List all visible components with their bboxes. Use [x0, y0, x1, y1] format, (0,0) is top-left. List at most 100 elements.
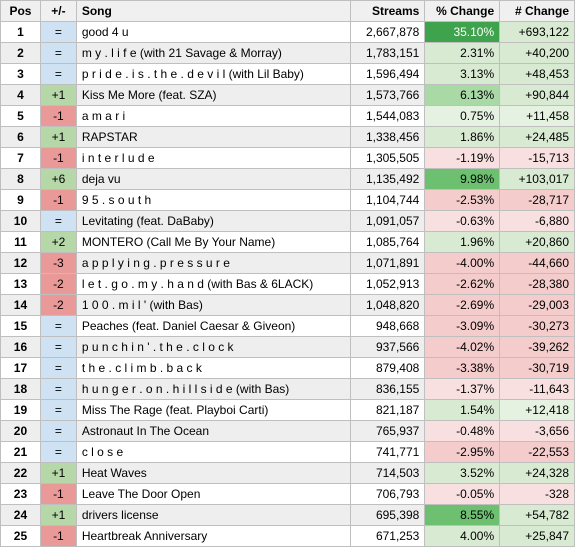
cell-num-change: -39,262 — [500, 337, 575, 358]
cell-position-change: = — [40, 421, 76, 442]
cell-song: h u n g e r . o n . h i l l s i d e (wit… — [76, 379, 350, 400]
cell-song: good 4 u — [76, 22, 350, 43]
cell-num-change: -28,717 — [500, 190, 575, 211]
table-header: Pos +/- Song Streams % Change # Change — [1, 1, 575, 22]
cell-song: Levitating (feat. DaBaby) — [76, 211, 350, 232]
cell-pos: 15 — [1, 316, 41, 337]
cell-streams: 765,937 — [350, 421, 425, 442]
cell-song: p r i d e . i s . t h e . d e v i l (wit… — [76, 64, 350, 85]
cell-position-change: +6 — [40, 169, 76, 190]
cell-num-change: -6,880 — [500, 211, 575, 232]
cell-song: RAPSTAR — [76, 127, 350, 148]
cell-streams: 2,667,878 — [350, 22, 425, 43]
col-header-pm: +/- — [40, 1, 76, 22]
cell-pct-change: 1.86% — [425, 127, 500, 148]
cell-pos: 7 — [1, 148, 41, 169]
cell-num-change: +40,200 — [500, 43, 575, 64]
cell-num-change: -15,713 — [500, 148, 575, 169]
cell-num-change: +103,017 — [500, 169, 575, 190]
cell-pct-change: -2.95% — [425, 442, 500, 463]
cell-pct-change: -2.69% — [425, 295, 500, 316]
cell-song: l e t . g o . m y . h a n d (with Bas & … — [76, 274, 350, 295]
cell-num-change: -22,553 — [500, 442, 575, 463]
cell-position-change: +1 — [40, 127, 76, 148]
cell-pos: 2 — [1, 43, 41, 64]
cell-pos: 6 — [1, 127, 41, 148]
cell-num-change: -30,719 — [500, 358, 575, 379]
cell-position-change: +1 — [40, 463, 76, 484]
cell-position-change: +1 — [40, 85, 76, 106]
cell-pct-change: 6.13% — [425, 85, 500, 106]
table-row: 17=t h e . c l i m b . b a c k879,408-3.… — [1, 358, 575, 379]
cell-num-change: +20,860 — [500, 232, 575, 253]
cell-pos: 10 — [1, 211, 41, 232]
cell-num-change: -44,660 — [500, 253, 575, 274]
cell-streams: 821,187 — [350, 400, 425, 421]
cell-position-change: +1 — [40, 505, 76, 526]
table-row: 16=p u n c h i n ' . t h e . c l o c k93… — [1, 337, 575, 358]
cell-num-change: -29,003 — [500, 295, 575, 316]
cell-pos: 1 — [1, 22, 41, 43]
cell-pos: 20 — [1, 421, 41, 442]
cell-num-change: +693,122 — [500, 22, 575, 43]
cell-num-change: +24,328 — [500, 463, 575, 484]
cell-position-change: = — [40, 316, 76, 337]
cell-pct-change: -0.48% — [425, 421, 500, 442]
cell-num-change: +48,453 — [500, 64, 575, 85]
table-row: 13-2l e t . g o . m y . h a n d (with Ba… — [1, 274, 575, 295]
col-header-streams: Streams — [350, 1, 425, 22]
table-row: 9-19 5 . s o u t h1,104,744-2.53%-28,717 — [1, 190, 575, 211]
cell-pos: 21 — [1, 442, 41, 463]
cell-pct-change: -3.09% — [425, 316, 500, 337]
col-header-num: # Change — [500, 1, 575, 22]
cell-position-change: = — [40, 211, 76, 232]
cell-song: t h e . c l i m b . b a c k — [76, 358, 350, 379]
cell-pos: 5 — [1, 106, 41, 127]
cell-streams: 706,793 — [350, 484, 425, 505]
cell-song: 1 0 0 . m i l ' (with Bas) — [76, 295, 350, 316]
cell-position-change: -3 — [40, 253, 76, 274]
cell-song: Astronaut In The Ocean — [76, 421, 350, 442]
table-row: 14-21 0 0 . m i l ' (with Bas)1,048,820-… — [1, 295, 575, 316]
cell-song: a p p l y i n g . p r e s s u r e — [76, 253, 350, 274]
cell-song: Heat Waves — [76, 463, 350, 484]
cell-num-change: +90,844 — [500, 85, 575, 106]
cell-pct-change: 2.31% — [425, 43, 500, 64]
cell-streams: 1,338,456 — [350, 127, 425, 148]
table-row: 15=Peaches (feat. Daniel Caesar & Giveon… — [1, 316, 575, 337]
cell-num-change: +54,782 — [500, 505, 575, 526]
cell-streams: 1,596,494 — [350, 64, 425, 85]
cell-pos: 14 — [1, 295, 41, 316]
cell-num-change: -3,656 — [500, 421, 575, 442]
cell-song: drivers license — [76, 505, 350, 526]
cell-pct-change: 1.54% — [425, 400, 500, 421]
cell-pos: 22 — [1, 463, 41, 484]
cell-pos: 16 — [1, 337, 41, 358]
cell-streams: 1,544,083 — [350, 106, 425, 127]
table-row: 12-3a p p l y i n g . p r e s s u r e1,0… — [1, 253, 575, 274]
cell-position-change: = — [40, 64, 76, 85]
cell-pct-change: -1.19% — [425, 148, 500, 169]
cell-streams: 1,305,505 — [350, 148, 425, 169]
cell-position-change: = — [40, 442, 76, 463]
table-row: 21=c l o s e741,771-2.95%-22,553 — [1, 442, 575, 463]
cell-streams: 1,048,820 — [350, 295, 425, 316]
cell-num-change: +12,418 — [500, 400, 575, 421]
cell-pct-change: -0.05% — [425, 484, 500, 505]
cell-streams: 1,104,744 — [350, 190, 425, 211]
cell-streams: 948,668 — [350, 316, 425, 337]
col-header-pos: Pos — [1, 1, 41, 22]
table-row: 4+1Kiss Me More (feat. SZA)1,573,7666.13… — [1, 85, 575, 106]
col-header-song: Song — [76, 1, 350, 22]
cell-song: Leave The Door Open — [76, 484, 350, 505]
cell-pos: 4 — [1, 85, 41, 106]
table-row: 19=Miss The Rage (feat. Playboi Carti)82… — [1, 400, 575, 421]
table-row: 6+1RAPSTAR1,338,4561.86%+24,485 — [1, 127, 575, 148]
table-body: 1=good 4 u2,667,87835.10%+693,1222=m y .… — [1, 22, 575, 547]
table-row: 5-1a m a r i1,544,0830.75%+11,458 — [1, 106, 575, 127]
cell-pct-change: -2.62% — [425, 274, 500, 295]
cell-streams: 741,771 — [350, 442, 425, 463]
table-row: 11+2MONTERO (Call Me By Your Name)1,085,… — [1, 232, 575, 253]
cell-pct-change: 9.98% — [425, 169, 500, 190]
cell-position-change: = — [40, 400, 76, 421]
